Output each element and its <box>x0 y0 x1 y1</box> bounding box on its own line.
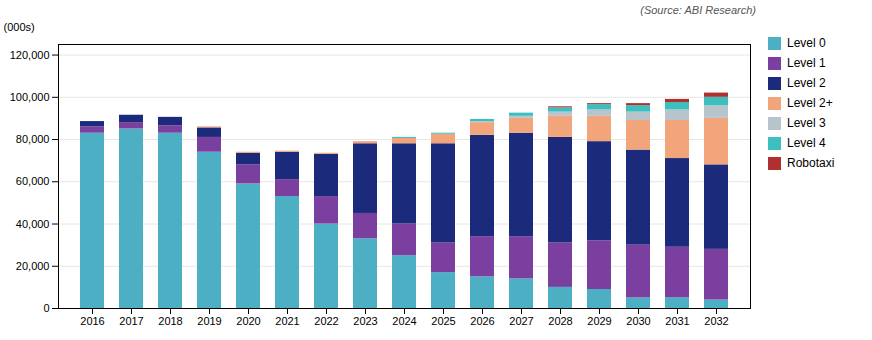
svg-text:20,000: 20,000 <box>16 260 50 272</box>
svg-text:2022: 2022 <box>314 315 338 327</box>
svg-text:2032: 2032 <box>704 315 728 327</box>
svg-text:2024: 2024 <box>392 315 416 327</box>
svg-text:2030: 2030 <box>626 315 650 327</box>
html-text:Level 1: Level 1 <box>787 56 826 70</box>
svg-text:40,000: 40,000 <box>16 218 50 230</box>
svg-text:2017: 2017 <box>119 315 143 327</box>
svg-text:2023: 2023 <box>353 315 377 327</box>
svg-text:2031: 2031 <box>665 315 689 327</box>
svg-text:2019: 2019 <box>197 315 221 327</box>
svg-text:60,000: 60,000 <box>16 175 50 187</box>
svg-text:120,000: 120,000 <box>10 49 50 61</box>
html-text:Level 2+: Level 2+ <box>787 96 833 110</box>
svg-text:2021: 2021 <box>275 315 299 327</box>
html-text:Level 4: Level 4 <box>787 136 826 150</box>
svg-text:0: 0 <box>43 302 49 314</box>
svg-text:100,000: 100,000 <box>10 91 50 103</box>
svg-text:80,000: 80,000 <box>16 133 50 145</box>
svg-text:2027: 2027 <box>509 315 533 327</box>
svg-text:2026: 2026 <box>470 315 494 327</box>
svg-text:2028: 2028 <box>548 315 572 327</box>
html-text:Robotaxi: Robotaxi <box>787 156 835 170</box>
html-text:Level 2: Level 2 <box>787 76 826 90</box>
svg-text:2016: 2016 <box>80 315 104 327</box>
svg-text:2029: 2029 <box>587 315 611 327</box>
html-text:(Source: ABI Research): (Source: ABI Research) <box>640 4 756 16</box>
svg-text:2020: 2020 <box>236 315 260 327</box>
svg-text:2025: 2025 <box>431 315 455 327</box>
svg-text:2018: 2018 <box>158 315 182 327</box>
html-text:Level 0: Level 0 <box>787 36 826 50</box>
html-text:Level 3: Level 3 <box>787 116 826 130</box>
svg-text:(000s): (000s) <box>4 21 35 33</box>
